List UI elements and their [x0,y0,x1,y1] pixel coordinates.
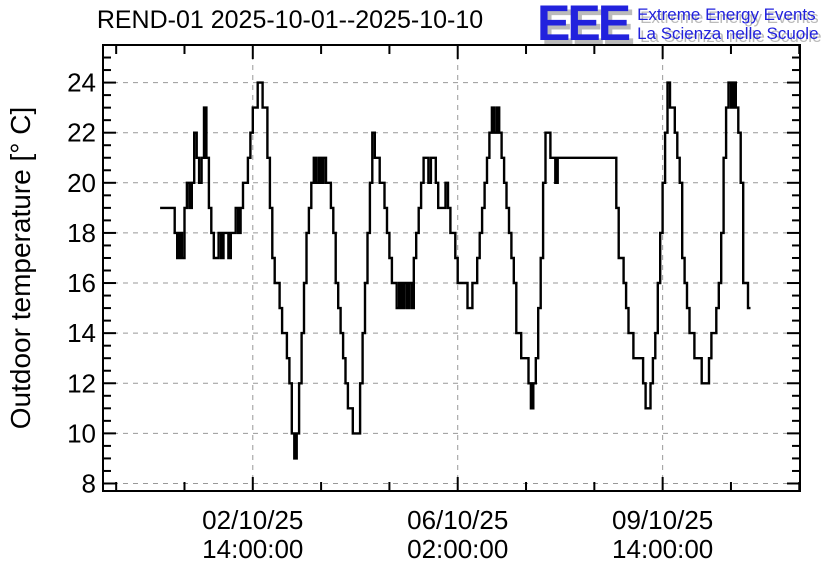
eee-logo: EEE Extreme Energy Events La Scienza nel… [537,0,819,51]
plot-frame [102,44,801,492]
x-tick-label-date: 02/10/25 [202,505,303,535]
y-tick-label: 20 [67,168,96,198]
y-tick-label: 14 [67,318,96,348]
y-tick-label: 8 [82,468,96,498]
x-tick-label-time: 14:00:00 [202,534,303,564]
eee-logo-line1: Extreme Energy Events [637,5,816,24]
eee-logo-line2: La Scienza nelle Scuole [637,24,819,43]
x-tick-label-time: 14:00:00 [612,534,713,564]
y-tick-label: 18 [67,218,96,248]
x-tick-label-date: 06/10/25 [407,505,508,535]
y-tick-label: 10 [67,418,96,448]
y-tick-label: 22 [67,118,96,148]
x-tick-label-time: 02:00:00 [407,534,508,564]
eee-logo-acronym: EEE [537,0,631,51]
eee-logo-text: Extreme Energy Events La Scienza nelle S… [637,2,818,43]
y-tick-label: 24 [67,68,96,98]
x-tick-label-date: 09/10/25 [612,505,713,535]
y-tick-label: 16 [67,268,96,298]
y-tick-label: 12 [67,368,96,398]
y-axis-title: Outdoor temperature [° C] [5,107,36,429]
temperature-step-line [160,81,751,460]
chart-title: REND-01 2025-10-01--2025-10-10 [96,6,484,34]
